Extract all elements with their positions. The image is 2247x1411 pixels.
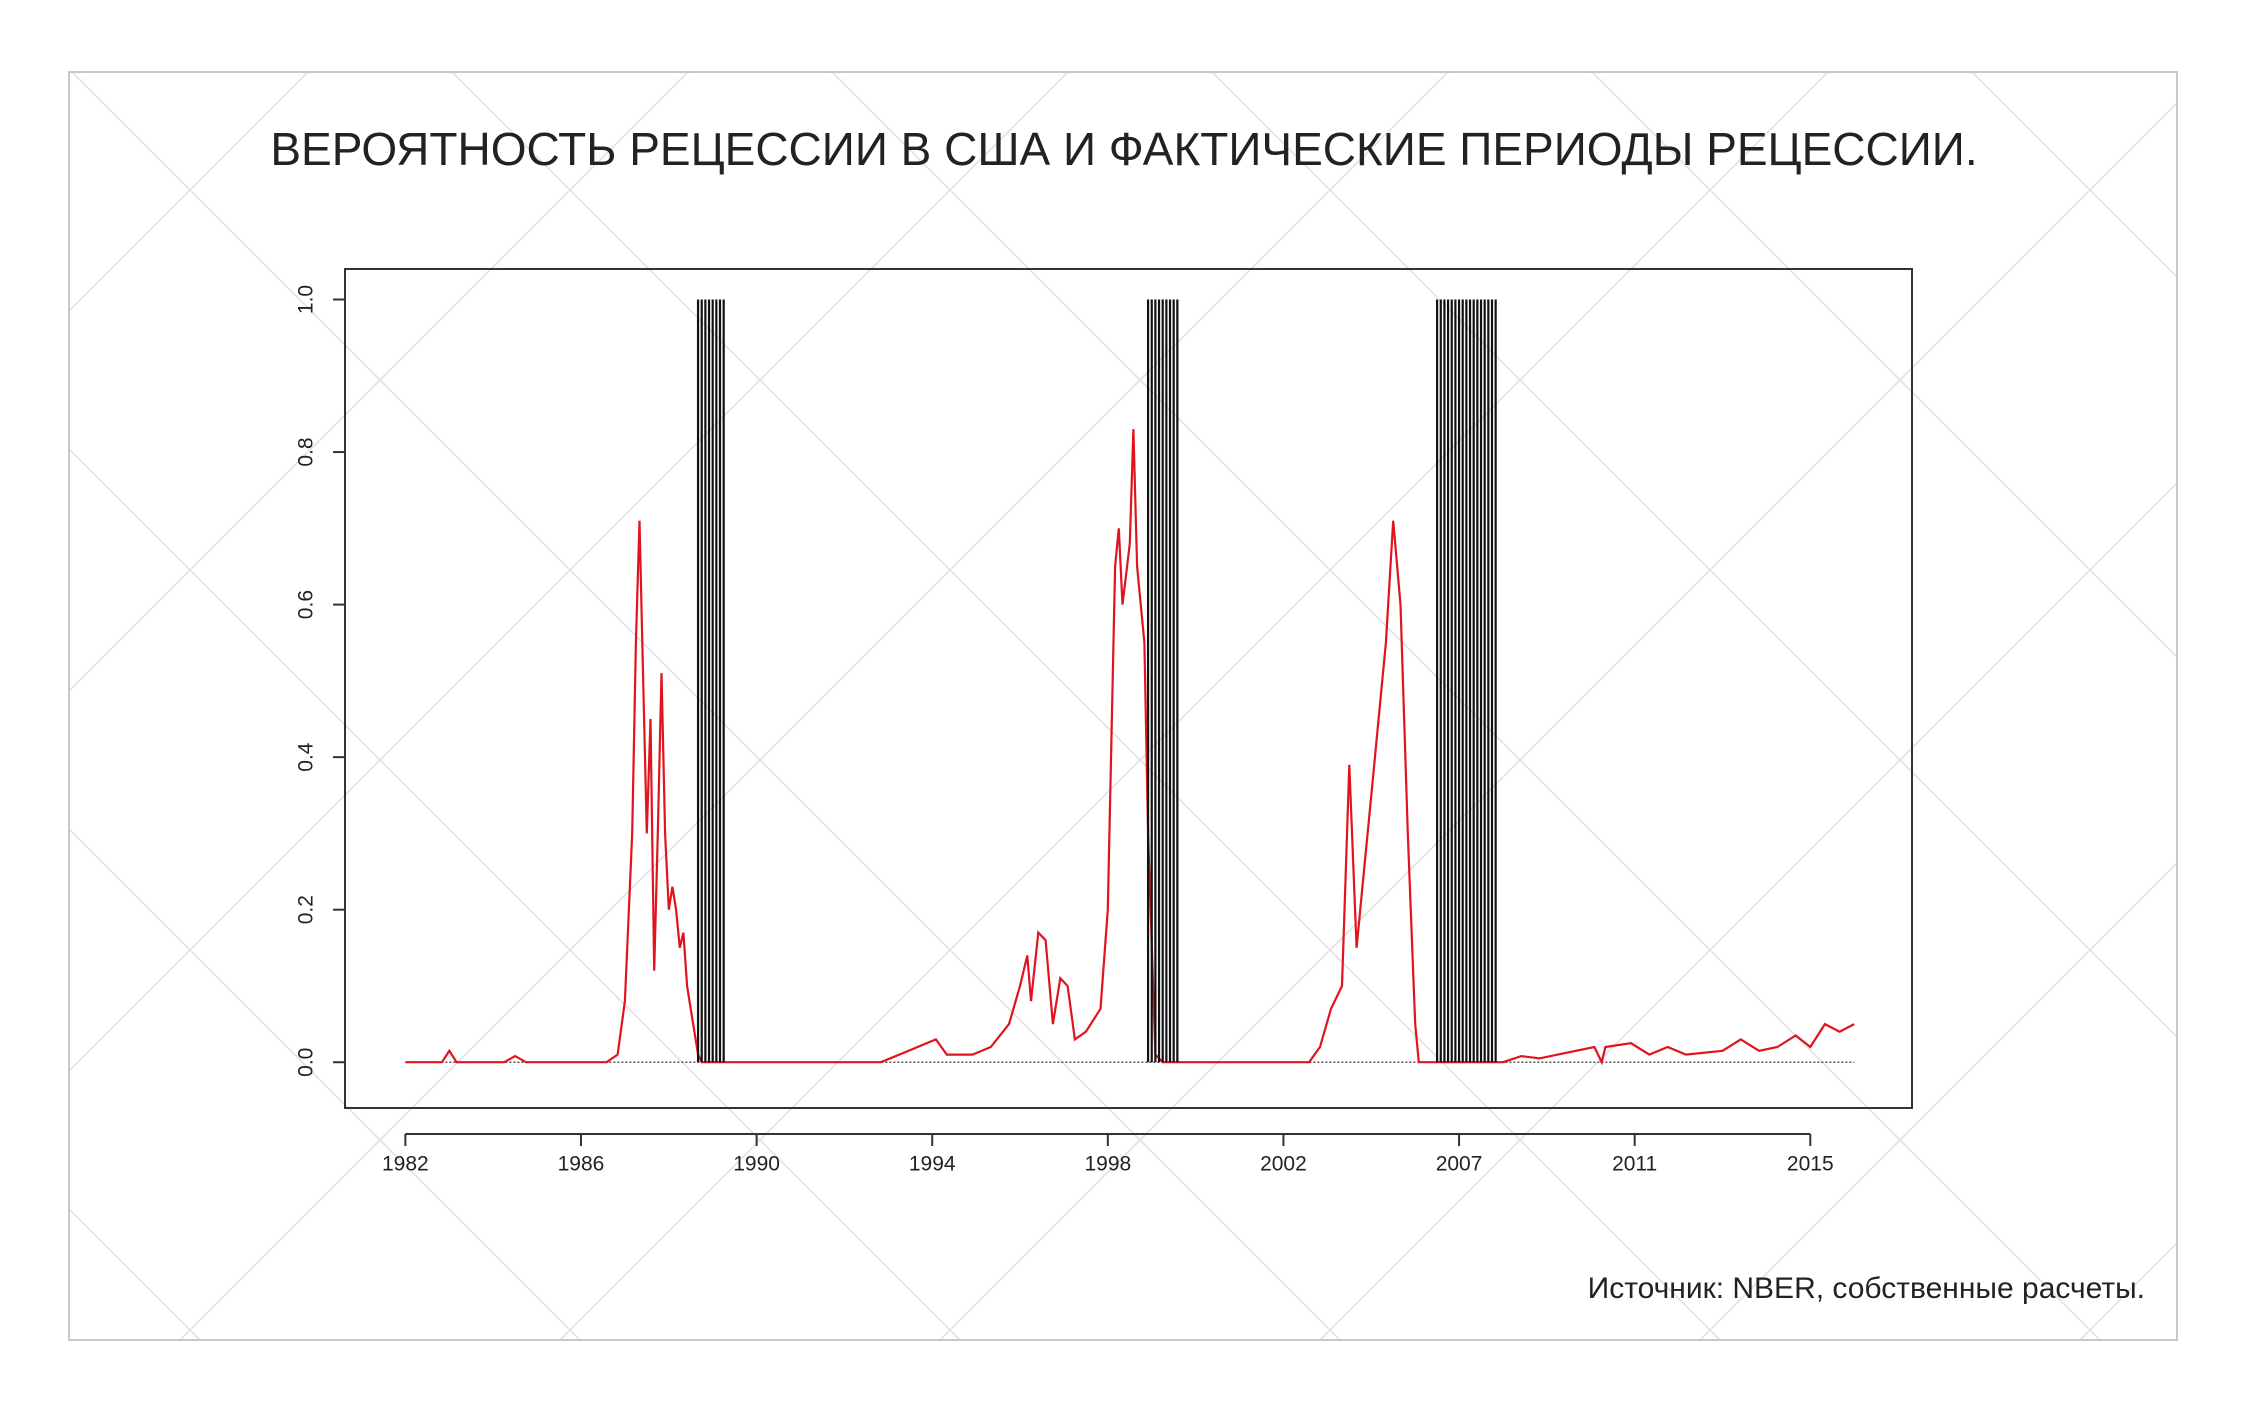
y-tick-label: 0.4 <box>295 742 318 772</box>
y-tick-label: 1.0 <box>295 285 318 314</box>
x-tick-label: 2002 <box>1260 1153 1307 1176</box>
y-tick-label: 0.0 <box>295 1048 318 1077</box>
y-tick-label: 0.2 <box>295 895 318 924</box>
plot-box <box>344 268 1913 1109</box>
y-tick-label: 0.8 <box>295 437 318 466</box>
x-tick-label: 1998 <box>1084 1153 1131 1176</box>
x-tick-label: 2015 <box>1787 1153 1834 1176</box>
x-tick-label: 2007 <box>1436 1153 1483 1176</box>
x-tick-label: 1990 <box>733 1153 780 1176</box>
probability-line <box>405 429 1855 1066</box>
x-tick-label: 1982 <box>382 1153 429 1176</box>
x-tick-label: 2011 <box>1612 1153 1657 1176</box>
x-tick-label: 1994 <box>909 1153 956 1176</box>
chart-title: ВЕРОЯТНОСТЬ РЕЦЕССИИ В США И ФАКТИЧЕСКИЕ… <box>270 123 1977 175</box>
x-tick-label: 1986 <box>558 1153 605 1176</box>
y-tick-label: 0.6 <box>295 590 318 619</box>
source-note: Источник: NBER, собственные расчеты. <box>1588 1272 2145 1305</box>
frame <box>68 71 2178 1341</box>
